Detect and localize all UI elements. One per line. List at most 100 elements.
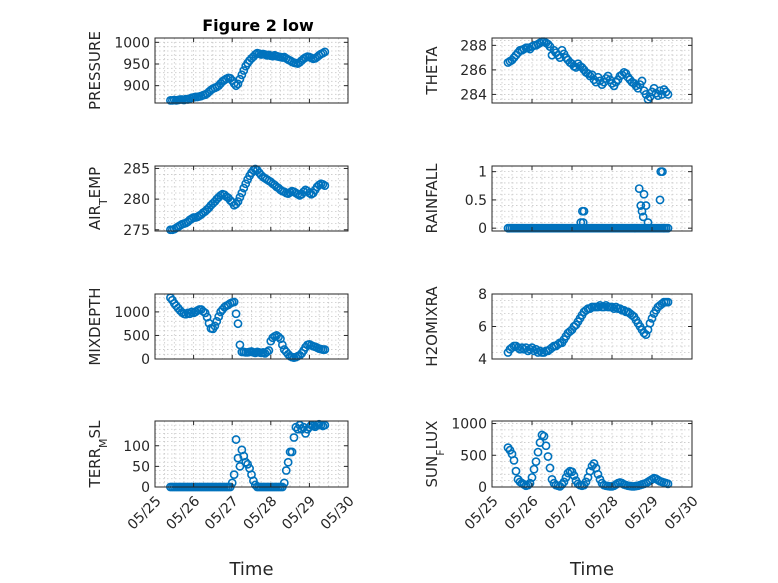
y-axis-label: H2OMIXRA bbox=[423, 286, 441, 367]
axes-frame bbox=[154, 420, 349, 488]
data-point bbox=[235, 192, 245, 202]
data-point bbox=[511, 466, 521, 476]
y-tick-label: 285 bbox=[123, 161, 150, 177]
axes-frame bbox=[491, 37, 693, 104]
data-point bbox=[233, 79, 243, 89]
data-point bbox=[231, 435, 241, 444]
y-tick-label: 284 bbox=[460, 87, 487, 103]
y-tick-label: 280 bbox=[123, 192, 150, 208]
x-tick-label: 05/26 bbox=[502, 493, 542, 533]
y-tick-label: 0 bbox=[478, 221, 487, 237]
data-point bbox=[581, 477, 591, 487]
x-tick-label: 05/26 bbox=[163, 493, 203, 533]
subplot-2: 284 286 288 THETA bbox=[423, 37, 693, 104]
data-point bbox=[529, 464, 539, 474]
data-point bbox=[541, 441, 551, 451]
data-point bbox=[241, 179, 251, 189]
axes-frame bbox=[491, 165, 693, 232]
data-point bbox=[543, 39, 553, 49]
y-tick-label: 100 bbox=[123, 439, 150, 455]
data-point bbox=[579, 206, 589, 216]
data-point bbox=[601, 74, 611, 83]
subplot-3: 275 280 285 AIRTEMP bbox=[86, 161, 349, 239]
y-tick-label: 1000 bbox=[114, 35, 150, 51]
data-points bbox=[503, 37, 673, 104]
subplot-4: 0 0.5 1 RAINFALL bbox=[423, 163, 693, 237]
y-tick-label: 286 bbox=[460, 63, 487, 79]
data-point bbox=[235, 74, 245, 84]
data-point bbox=[545, 463, 555, 473]
data-point bbox=[634, 184, 644, 194]
data-point bbox=[593, 302, 603, 312]
data-point bbox=[641, 330, 651, 340]
data-point bbox=[636, 201, 646, 210]
x-tick-label: 05/30 bbox=[662, 493, 702, 533]
axes-frame bbox=[154, 293, 349, 360]
x-tick-label: 05/28 bbox=[582, 493, 622, 533]
data-point bbox=[239, 183, 249, 193]
data-point bbox=[553, 339, 563, 349]
data-point bbox=[595, 300, 605, 310]
y-tick-label: 1000 bbox=[451, 417, 487, 433]
data-points bbox=[503, 297, 673, 357]
data-point bbox=[249, 476, 258, 486]
data-point bbox=[609, 304, 619, 314]
data-point bbox=[647, 313, 657, 323]
data-point bbox=[663, 223, 673, 233]
y-tick-label: 950 bbox=[123, 57, 150, 73]
data-points bbox=[166, 47, 330, 105]
data-point bbox=[663, 297, 673, 307]
y-tick-label: 500 bbox=[123, 328, 150, 344]
data-point bbox=[239, 66, 249, 75]
data-point bbox=[533, 447, 543, 457]
data-point bbox=[533, 348, 543, 357]
x-axis-label: Time bbox=[228, 559, 273, 580]
data-point bbox=[200, 308, 210, 318]
data-point bbox=[611, 77, 621, 87]
x-tick-label: 05/25 bbox=[125, 493, 165, 533]
y-axis-label: TERRMSL bbox=[86, 420, 110, 489]
data-point bbox=[237, 188, 247, 198]
data-points bbox=[166, 293, 330, 362]
data-point bbox=[185, 309, 195, 319]
data-point bbox=[663, 90, 673, 99]
data-point bbox=[214, 312, 224, 322]
data-point bbox=[607, 302, 617, 312]
data-point bbox=[210, 321, 220, 331]
x-tick-label: 05/25 bbox=[462, 493, 502, 533]
data-point bbox=[637, 206, 647, 216]
figure-title: Figure 2 low bbox=[202, 16, 314, 35]
data-point bbox=[561, 473, 571, 482]
data-point bbox=[658, 167, 667, 177]
data-point bbox=[638, 212, 648, 222]
data-point bbox=[301, 428, 310, 438]
y-axis-label: MIXDEPTH bbox=[86, 287, 104, 365]
y-axis-label: THETA bbox=[423, 46, 441, 96]
data-point bbox=[277, 340, 287, 350]
data-point bbox=[237, 70, 247, 80]
x-tick-label: 05/30 bbox=[318, 493, 358, 533]
y-axis-label: AIRTEMP bbox=[86, 167, 110, 230]
data-point bbox=[287, 447, 297, 457]
data-point bbox=[320, 345, 330, 354]
data-point bbox=[519, 344, 529, 354]
data-point bbox=[299, 187, 309, 197]
y-tick-label: 275 bbox=[123, 223, 150, 239]
y-tick-label: 1000 bbox=[114, 305, 150, 321]
data-point bbox=[515, 344, 525, 354]
data-point bbox=[527, 473, 537, 482]
data-point bbox=[241, 457, 251, 467]
data-point bbox=[653, 91, 663, 101]
data-point bbox=[531, 457, 541, 467]
data-points bbox=[503, 167, 673, 233]
data-point bbox=[543, 452, 553, 461]
data-point bbox=[661, 87, 671, 97]
data-point bbox=[643, 218, 653, 227]
y-tick-label: 0.5 bbox=[465, 193, 487, 209]
data-point bbox=[593, 469, 603, 479]
data-point bbox=[229, 297, 239, 307]
data-point bbox=[657, 299, 667, 309]
data-point bbox=[507, 343, 517, 353]
